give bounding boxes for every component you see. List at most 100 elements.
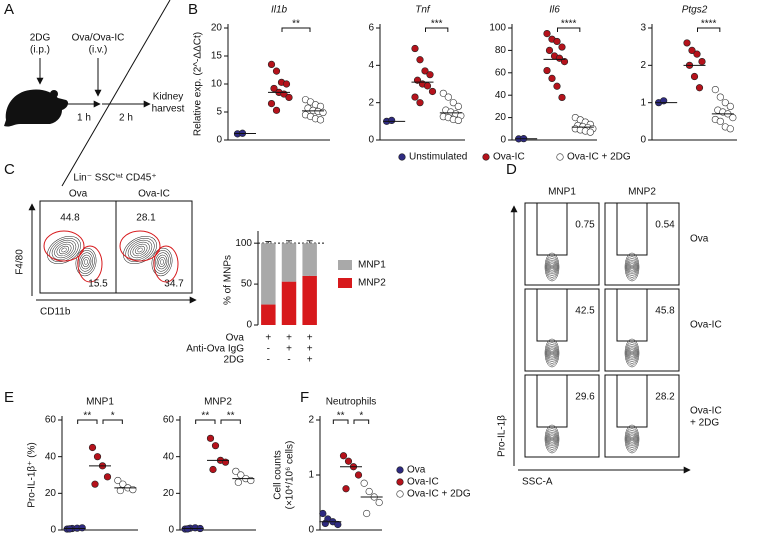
gate-value: 34.7	[164, 279, 184, 290]
y-tick-label: 60	[163, 415, 175, 426]
contour	[158, 257, 166, 267]
gate	[616, 374, 648, 428]
contour	[630, 435, 634, 443]
data-point	[416, 56, 424, 64]
error-bar	[306, 240, 313, 244]
bar-segment	[302, 275, 317, 325]
bar-segment	[261, 243, 276, 305]
legend-label: Ova-IC	[493, 152, 525, 163]
legend-marker	[556, 153, 564, 161]
contour	[78, 252, 94, 272]
y-tick-label: 1	[640, 97, 646, 108]
contour	[547, 430, 557, 448]
contour	[548, 431, 556, 447]
data-point	[428, 87, 437, 96]
data-point	[114, 476, 122, 485]
contour	[626, 428, 638, 450]
chart-title: Ptgs2	[682, 5, 708, 16]
condition-sign: +	[307, 355, 313, 366]
contour	[627, 430, 637, 448]
y-tick-label: 50	[241, 279, 253, 290]
contour	[156, 254, 168, 270]
row-label: Ova	[690, 234, 709, 245]
data-point	[726, 102, 734, 110]
contour	[628, 431, 636, 447]
gate	[536, 374, 568, 428]
contour	[549, 347, 555, 359]
data-point	[316, 116, 325, 124]
contour	[550, 437, 554, 441]
data-point	[88, 443, 97, 452]
gate-title: Lin⁻ SSCⁱⁿᵗ CD45⁺	[73, 173, 156, 184]
data-point	[683, 39, 691, 47]
flow-panel-c: Lin⁻ SSCⁱⁿᵗ CD45⁺ Ova 44.8 15.5 Ova-IC 28.1 34…	[15, 173, 197, 318]
chart-title: Il1b	[271, 5, 288, 16]
data-point	[388, 116, 396, 124]
contour	[630, 349, 634, 357]
data-point	[334, 520, 342, 529]
y-tick-label: 6	[368, 23, 374, 34]
contour	[630, 265, 634, 269]
legend-label: Unstimulated	[409, 152, 467, 163]
endpoint: Kidney	[153, 92, 184, 103]
y-tick-label: 3	[640, 23, 646, 34]
data-point	[558, 93, 566, 102]
gate	[153, 245, 179, 283]
data-point	[354, 471, 363, 479]
chart-title: MNP1	[86, 397, 114, 408]
y-tick-label: 40	[45, 451, 57, 462]
significance-label: *	[359, 411, 363, 422]
data-point	[698, 57, 706, 66]
data-point	[543, 66, 551, 75]
y-tick-label: 0	[640, 135, 646, 146]
condition-label: 2DG	[223, 355, 244, 366]
condition-sign: -	[267, 355, 270, 366]
condition-sign: -	[267, 344, 270, 355]
gate	[77, 245, 103, 283]
data-point	[553, 82, 561, 90]
data-point	[426, 71, 434, 79]
data-point	[270, 84, 278, 93]
significance-bracket	[425, 27, 449, 32]
row-label: Ova-IC	[690, 320, 722, 331]
contour	[548, 345, 556, 361]
data-point	[586, 128, 594, 136]
y-axis-label: Cell counts	[273, 450, 284, 499]
y-axis-label: F4/80	[15, 249, 26, 275]
error-bar	[286, 240, 292, 244]
contour	[80, 254, 92, 270]
data-point	[411, 44, 419, 53]
data-point	[543, 29, 551, 38]
data-point	[545, 46, 554, 55]
significance-bracket	[102, 419, 123, 424]
y-tick-label: 20	[45, 488, 57, 499]
contour	[626, 342, 638, 364]
contour	[627, 258, 637, 276]
legend-marker	[482, 153, 490, 161]
data-point	[206, 434, 215, 442]
bar-segment	[302, 243, 317, 276]
contour	[549, 433, 555, 445]
data-point	[421, 67, 429, 75]
title-underline	[61, 0, 171, 187]
legend-label: Ova-IC + 2DG	[567, 152, 631, 163]
y-tick-label: 0	[308, 525, 314, 536]
y-tick-label: 20	[495, 112, 507, 123]
data-point	[232, 467, 240, 475]
chart-title: MNP2	[204, 397, 232, 408]
flow-panel-d: MNP1 MNP2 0.75 0.54 Ova 42.5 45.8 Ova-IC 29.6 28.…	[497, 187, 722, 488]
data-point	[726, 125, 734, 133]
condition-label: Anti-Ova IgG	[186, 344, 244, 355]
y-tick-label: 100	[489, 23, 506, 34]
plot-frame	[524, 288, 600, 372]
x-axis-label: CD11b	[40, 307, 71, 318]
data-point	[560, 57, 569, 66]
data-point	[693, 50, 701, 58]
contour	[629, 261, 635, 273]
y-axis-label: Pro-IL-1β	[497, 415, 508, 457]
data-point	[267, 99, 276, 108]
significance-bracket	[332, 419, 349, 424]
significance-label: **	[83, 411, 91, 422]
route: (i.p.)	[30, 45, 50, 56]
condition-label: Ova	[226, 333, 245, 344]
